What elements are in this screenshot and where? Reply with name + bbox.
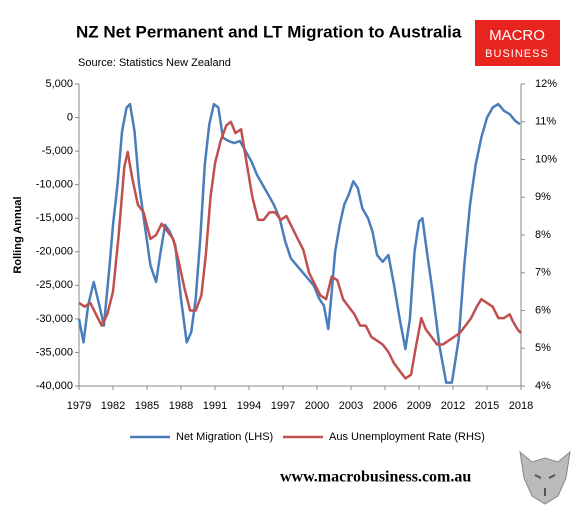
y2-tick-label: 6% — [535, 304, 551, 316]
footer: www.macrobusiness.com.au — [280, 469, 471, 486]
x-tick-label: 2018 — [509, 400, 533, 412]
legend-label: Aus Unemployment Rate (RHS) — [329, 431, 485, 443]
y2-tick-label: 4% — [535, 380, 551, 392]
x-tick-label: 1997 — [271, 400, 295, 412]
y-tick-label: 5,000 — [45, 78, 73, 90]
x-tick-label: 1994 — [237, 400, 261, 412]
x-tick-label: 1988 — [169, 400, 193, 412]
logo-text: MACRO — [489, 27, 545, 44]
y-tick-label: -30,000 — [36, 313, 73, 325]
x-tick-label: 2009 — [407, 400, 431, 412]
x-tick-label: 1991 — [203, 400, 227, 412]
y-tick-label: -15,000 — [36, 212, 73, 224]
x-tick-label: 1979 — [67, 400, 91, 412]
y-tick-label: -40,000 — [36, 380, 73, 392]
y-tick-label: -5,000 — [42, 145, 73, 157]
x-tick-label: 2000 — [305, 400, 329, 412]
y2-tick-label: 11% — [535, 116, 556, 128]
legend-label: Net Migration (LHS) — [176, 431, 273, 443]
y2-tick-label: 12% — [535, 78, 557, 90]
y-tick-label: -10,000 — [36, 179, 73, 191]
chart-title: NZ Net Permanent and LT Migration to Aus… — [76, 22, 462, 41]
series-line — [77, 102, 521, 384]
x-tick-label: 2012 — [441, 400, 465, 412]
y2-tick-label: 5% — [535, 342, 551, 354]
chart-subtitle: Source: Statistics New Zealand — [78, 57, 231, 69]
x-tick-label: 1982 — [101, 400, 125, 412]
y-tick-label: -35,000 — [36, 346, 73, 358]
x-tick-label: 2015 — [475, 400, 499, 412]
series-line — [78, 120, 522, 380]
x-tick-label: 2003 — [339, 400, 363, 412]
y-axis-label: Rolling Annual — [12, 196, 24, 273]
logo-box — [475, 20, 560, 66]
logo-text: BUSINESS — [485, 48, 549, 60]
y2-tick-label: 9% — [535, 191, 551, 203]
y2-tick-label: 7% — [535, 267, 551, 279]
y2-tick-label: 10% — [535, 153, 557, 165]
y-tick-label: -25,000 — [36, 279, 73, 291]
y-tick-label: 0 — [67, 111, 73, 123]
y-tick-label: -20,000 — [36, 246, 73, 258]
y2-tick-label: 8% — [535, 229, 551, 241]
wolf-icon — [519, 450, 571, 505]
x-tick-label: 2006 — [373, 400, 397, 412]
x-tick-label: 1985 — [135, 400, 159, 412]
